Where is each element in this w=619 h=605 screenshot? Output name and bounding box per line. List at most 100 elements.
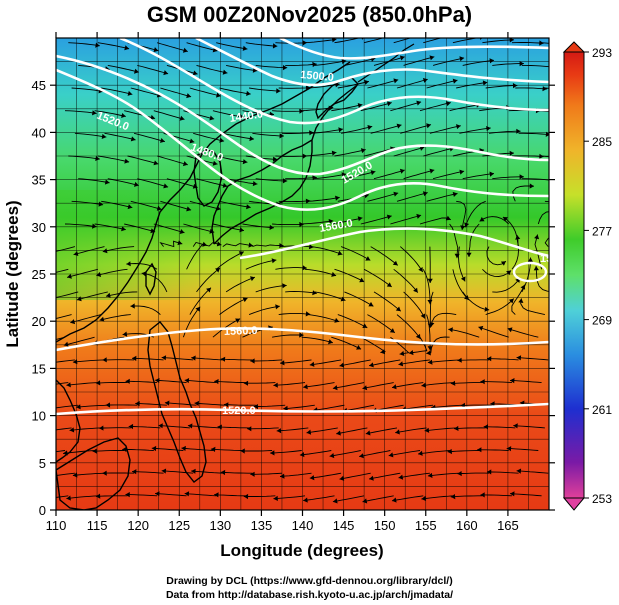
streamline-arrowhead	[76, 404, 81, 410]
streamline	[285, 291, 317, 294]
colorbar-top-arrow	[562, 41, 586, 53]
streamline	[482, 39, 515, 44]
streamline	[311, 128, 343, 134]
streamline-arrowhead	[386, 282, 392, 287]
streamline-arrowhead	[445, 215, 451, 221]
streamline-arrowhead	[339, 475, 345, 481]
streamline	[101, 87, 133, 95]
streamline	[304, 38, 337, 44]
streamline-arrowhead	[340, 296, 346, 302]
streamline	[507, 328, 539, 338]
streamline	[373, 169, 405, 180]
streamline-arrowhead	[478, 325, 484, 331]
streamline-arrowhead	[216, 92, 221, 98]
streamline-arrowhead	[246, 204, 251, 210]
streamline	[432, 170, 465, 180]
streamline	[270, 450, 302, 454]
streamline	[541, 42, 549, 44]
streamline-arrowhead	[426, 123, 431, 129]
streamline	[426, 336, 450, 354]
streamline	[516, 470, 549, 474]
streamline	[128, 425, 161, 429]
streamline-arrowhead	[126, 261, 131, 267]
streamline	[130, 305, 161, 315]
streamline	[452, 269, 470, 301]
streamline	[125, 494, 158, 497]
streamline	[219, 297, 248, 315]
streamline	[492, 63, 524, 66]
coastline-kuril-islands	[357, 43, 415, 83]
streamline-arrowhead	[512, 83, 518, 89]
streamline	[186, 243, 208, 270]
streamline-arrowhead	[135, 401, 140, 407]
streamline	[452, 38, 479, 44]
streamline-arrowhead	[222, 69, 228, 75]
streamline-arrowhead	[302, 153, 307, 159]
streamline-arrowhead	[122, 331, 128, 337]
streamline-arrowhead	[141, 271, 147, 277]
streamline-arrowhead	[186, 206, 192, 212]
streamline-arrowhead	[460, 276, 466, 282]
streamline	[418, 450, 450, 455]
streamline-arrowhead	[73, 251, 79, 256]
streamline	[309, 472, 342, 479]
streamline-arrowhead	[422, 78, 428, 83]
streamline-arrowhead	[464, 295, 469, 300]
streamline	[272, 334, 304, 338]
x-tick-label: 160	[456, 518, 478, 533]
streamline	[184, 379, 217, 384]
streamline	[478, 326, 509, 338]
streamline-arrowhead	[125, 378, 130, 384]
streamline	[449, 223, 459, 259]
streamline-arrowhead	[369, 362, 374, 368]
streamline	[71, 87, 104, 92]
streamline-arrowhead	[312, 290, 317, 296]
streamline	[390, 101, 422, 112]
streamline-arrowhead	[96, 272, 102, 277]
streamline	[309, 359, 342, 366]
streamline	[454, 427, 486, 430]
streamline	[272, 110, 304, 112]
streamline-arrowhead	[421, 382, 426, 388]
contour-line	[56, 327, 549, 352]
streamline-arrowhead	[357, 103, 363, 108]
streamline	[430, 312, 457, 327]
streamline	[332, 495, 365, 503]
streamline	[255, 64, 288, 69]
streamline	[187, 425, 220, 429]
streamline-arrowhead	[273, 495, 278, 501]
colorbar-label: 277	[592, 224, 612, 238]
streamline	[151, 447, 184, 451]
streamline-arrowhead	[447, 448, 452, 455]
streamline-arrowhead	[156, 205, 162, 211]
streamline-arrowhead	[500, 261, 506, 266]
x-tick-label: 135	[251, 518, 273, 533]
streamline-arrowhead	[452, 78, 458, 84]
credit-data: Data from http://database.rish.kyoto-u.a…	[165, 589, 454, 601]
streamline-arrowhead	[186, 93, 192, 99]
streamline-arrowhead	[303, 497, 308, 503]
streamline	[337, 80, 370, 89]
streamline	[486, 246, 507, 266]
streamline-arrowhead	[506, 446, 512, 452]
streamline-arrowhead	[214, 379, 219, 385]
contour-line	[56, 54, 549, 176]
streamline-arrowhead	[392, 260, 398, 266]
colorbar-label: 253	[592, 492, 612, 506]
streamline	[462, 173, 495, 180]
streamline-arrowhead	[308, 244, 314, 250]
streamline-arrowhead	[332, 498, 338, 504]
streamline	[419, 102, 451, 112]
streamline	[480, 494, 513, 497]
streamline-arrowhead	[519, 174, 524, 180]
streamline-arrowhead	[163, 183, 169, 189]
streamline-arrowhead	[309, 130, 314, 136]
streamline-arrowhead	[454, 253, 460, 259]
streamline	[242, 223, 275, 229]
streamline-arrowhead	[76, 296, 82, 302]
streamline-arrowhead	[102, 470, 107, 476]
streamline	[222, 132, 255, 140]
streamline	[459, 127, 491, 134]
streamline	[99, 427, 131, 429]
y-tick-label: 20	[32, 314, 46, 329]
